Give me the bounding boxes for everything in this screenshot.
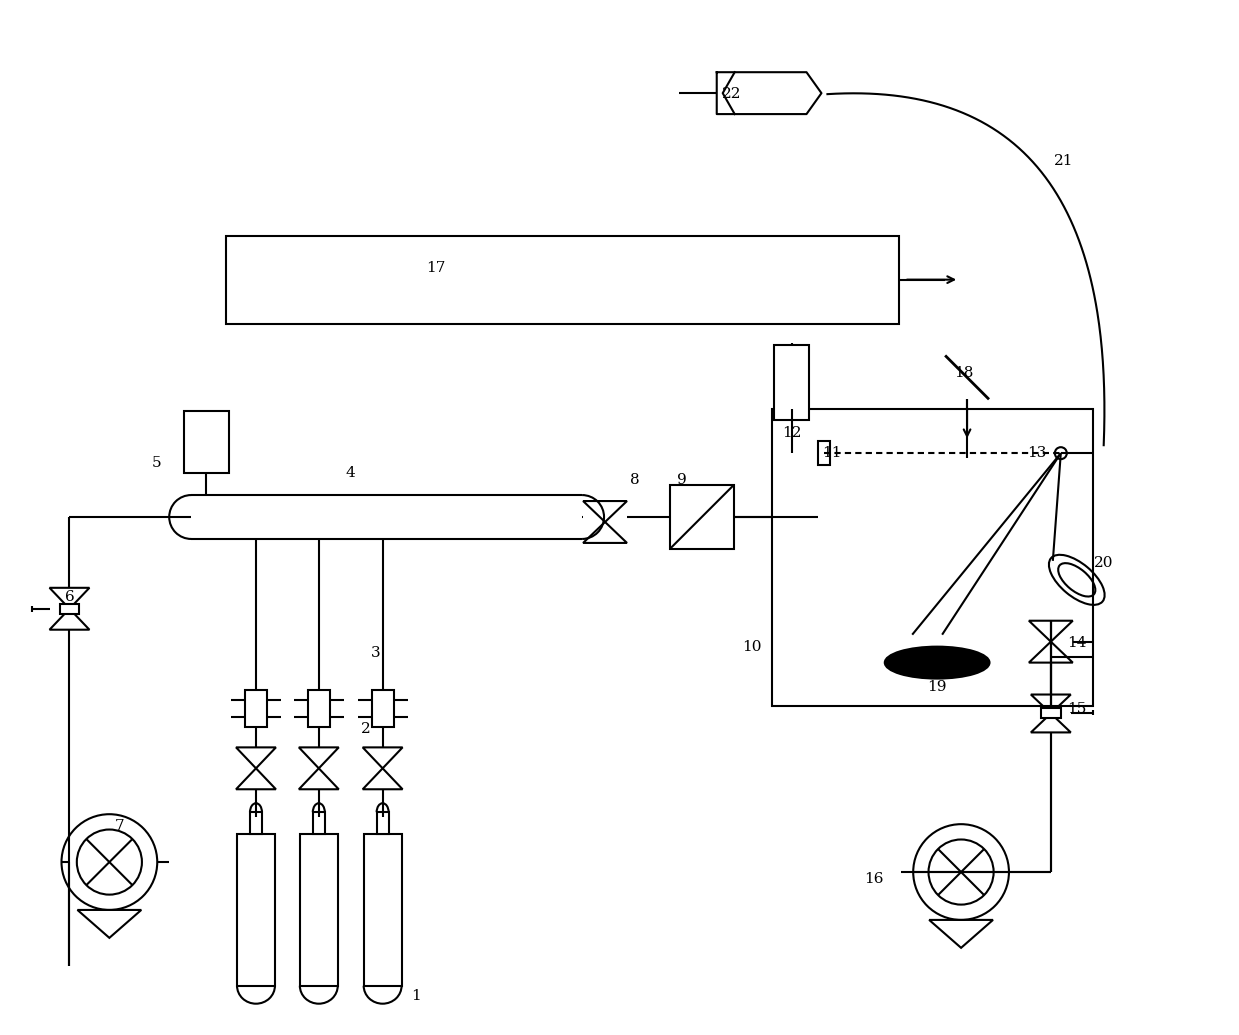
Text: 7: 7 <box>114 819 124 833</box>
Bar <box>312 812 325 834</box>
Text: 9: 9 <box>676 473 686 487</box>
Bar <box>300 834 338 985</box>
Text: 17: 17 <box>426 261 445 274</box>
Bar <box>364 834 401 985</box>
Bar <box>183 411 228 473</box>
Text: 8: 8 <box>631 473 639 487</box>
Text: 3: 3 <box>370 646 380 659</box>
Bar <box>670 485 733 549</box>
Circle shape <box>77 829 142 894</box>
Text: 20: 20 <box>1094 556 1114 570</box>
Bar <box>372 689 394 728</box>
Bar <box>774 346 809 420</box>
Text: 2: 2 <box>361 722 370 737</box>
Text: 13: 13 <box>1027 446 1047 461</box>
Text: 18: 18 <box>954 366 974 381</box>
Text: 6: 6 <box>64 590 74 603</box>
Bar <box>307 689 330 728</box>
Text: 19: 19 <box>928 680 947 693</box>
Text: 1: 1 <box>410 988 420 1003</box>
Text: 16: 16 <box>865 873 885 886</box>
Bar <box>237 834 275 985</box>
Text: 10: 10 <box>742 640 762 654</box>
Text: 5: 5 <box>151 456 161 470</box>
Text: 15: 15 <box>1067 703 1087 716</box>
Bar <box>250 812 261 834</box>
Bar <box>59 603 79 614</box>
Circle shape <box>62 815 157 910</box>
Bar <box>772 409 1093 707</box>
Circle shape <box>1054 447 1067 460</box>
Bar <box>377 812 389 834</box>
Bar <box>225 236 900 324</box>
Text: 14: 14 <box>1067 635 1087 650</box>
Text: 11: 11 <box>821 446 841 461</box>
Bar <box>245 689 266 728</box>
Circle shape <box>928 839 994 905</box>
Circle shape <box>913 824 1009 920</box>
Bar <box>1041 709 1061 718</box>
Text: 22: 22 <box>722 87 741 101</box>
Text: 21: 21 <box>1054 154 1073 168</box>
Text: 12: 12 <box>782 426 802 440</box>
Text: 4: 4 <box>346 466 356 480</box>
Bar <box>819 441 830 465</box>
Ellipse shape <box>885 647 990 679</box>
